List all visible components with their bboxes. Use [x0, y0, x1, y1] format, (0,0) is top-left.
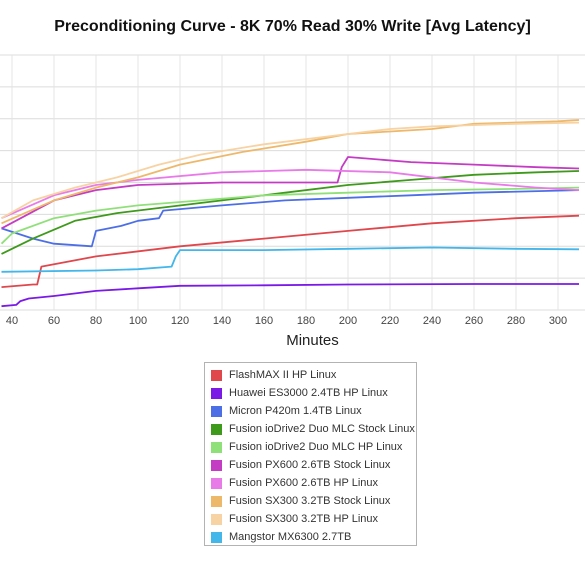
chart-legend: FlashMAX II HP Linux Huawei ES3000 2.4TB …	[204, 362, 417, 546]
series-line-5	[1, 156, 580, 230]
series-line-4	[0, 186, 580, 245]
x-tick-label: 100	[129, 315, 147, 327]
x-tick-label: 240	[423, 315, 441, 327]
x-tick-label: 220	[381, 315, 399, 327]
legend-item[interactable]: Fusion SX300 3.2TB Stock Linux	[211, 492, 416, 510]
series-line-8	[1, 121, 580, 219]
legend-item[interactable]: Fusion ioDrive2 Duo MLC HP Linux	[211, 438, 416, 456]
chart-plot: 40 60 80 100 120 140 160 180 200 220 240 260 280 300	[0, 54, 585, 327]
legend-item[interactable]: Fusion ioDrive2 Duo MLC Stock Linux	[211, 420, 416, 438]
legend-item[interactable]: Fusion SX300 3.2TB HP Linux	[211, 510, 416, 528]
legend-item[interactable]: Fusion PX600 2.6TB Stock Linux	[211, 456, 416, 474]
x-tick-label: 200	[339, 315, 357, 327]
x-tick-label: 180	[297, 315, 315, 327]
legend-label: Fusion PX600 2.6TB Stock Linux	[229, 459, 391, 471]
x-tick-label: 300	[549, 315, 567, 327]
legend-swatch	[211, 477, 222, 489]
series-line-9	[1, 246, 580, 273]
legend-item[interactable]: Fusion PX600 2.6TB HP Linux	[211, 474, 416, 492]
series-line-1	[1, 283, 579, 308]
x-tick-label: 260	[465, 315, 483, 327]
x-tick-label: 280	[507, 315, 525, 327]
legend-label: Fusion ioDrive2 Duo MLC Stock Linux	[229, 423, 415, 435]
legend-label: Fusion SX300 3.2TB HP Linux	[229, 513, 378, 525]
legend-swatch	[211, 459, 222, 471]
legend-item[interactable]: Micron P420m 1.4TB Linux	[211, 402, 416, 420]
legend-label: Fusion PX600 2.6TB HP Linux	[229, 477, 378, 489]
legend-swatch	[211, 513, 222, 525]
x-tick-label: 160	[255, 315, 273, 327]
legend-label: Mangstor MX6300 2.7TB	[229, 531, 352, 543]
legend-swatch	[211, 495, 222, 507]
legend-label: Micron P420m 1.4TB Linux	[229, 405, 362, 417]
x-tick-label: 140	[213, 315, 231, 327]
legend-label: Fusion ioDrive2 Duo MLC HP Linux	[229, 441, 403, 453]
legend-swatch	[211, 387, 222, 399]
legend-swatch	[211, 405, 222, 417]
x-tick-label: 120	[171, 315, 189, 327]
legend-item[interactable]: Mangstor MX6300 2.7TB	[211, 528, 416, 546]
series-line-2	[1, 189, 580, 248]
legend-swatch	[211, 441, 222, 453]
x-tick-label: 80	[90, 315, 102, 327]
x-tick-label: 60	[48, 315, 60, 327]
x-axis-label: Minutes	[286, 332, 339, 349]
legend-swatch	[211, 369, 222, 381]
legend-label: FlashMAX II HP Linux	[229, 369, 337, 381]
legend-label: Fusion SX300 3.2TB Stock Linux	[229, 495, 391, 507]
legend-swatch	[211, 531, 222, 543]
legend-item[interactable]: FlashMAX II HP Linux	[211, 366, 416, 384]
legend-swatch	[211, 423, 222, 435]
legend-label: Huawei ES3000 2.4TB HP Linux	[229, 387, 388, 399]
legend-item[interactable]: Huawei ES3000 2.4TB HP Linux	[211, 384, 416, 402]
x-tick-label: 40	[6, 315, 18, 327]
series-line-0	[1, 214, 580, 288]
chart-title: Preconditioning Curve - 8K 70% Read 30% …	[54, 18, 531, 35]
series-line-6	[1, 168, 580, 220]
series-line-7	[1, 119, 580, 225]
